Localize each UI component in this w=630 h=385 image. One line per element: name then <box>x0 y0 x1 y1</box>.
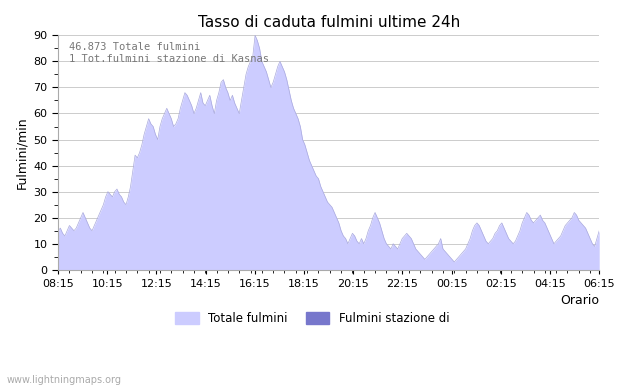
Text: www.lightningmaps.org: www.lightningmaps.org <box>6 375 122 385</box>
X-axis label: Orario: Orario <box>560 295 599 307</box>
Text: 46.873 Totale fulmini
1 Tot.fulmini stazione di Kasnas: 46.873 Totale fulmini 1 Tot.fulmini staz… <box>69 42 269 64</box>
Title: Tasso di caduta fulmini ultime 24h: Tasso di caduta fulmini ultime 24h <box>198 15 460 30</box>
Y-axis label: Fulmini/min: Fulmini/min <box>15 116 28 189</box>
Legend: Totale fulmini, Fulmini stazione di: Totale fulmini, Fulmini stazione di <box>171 307 454 330</box>
